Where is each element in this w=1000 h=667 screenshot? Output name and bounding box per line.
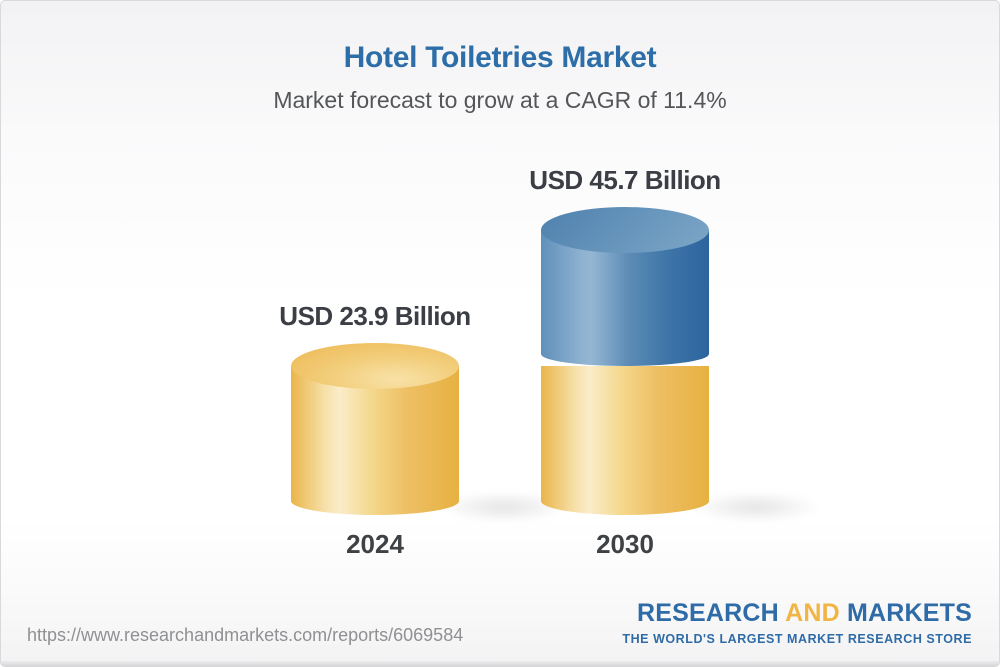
cylinder-2024-cap (291, 342, 459, 389)
report-url: https://www.researchandmarkets.com/repor… (27, 625, 464, 645)
logo-wordmark: RESEARCH AND MARKETS (622, 601, 972, 626)
year-label-2030: 2030 (596, 529, 654, 559)
value-label-2030: USD 45.7 Billion (529, 165, 721, 195)
cylinder-2030-base-segment (541, 365, 709, 515)
logo-word-markets: MARKETS (846, 599, 972, 627)
page-subtitle: Market forecast to grow at a CAGR of 11.… (273, 87, 727, 113)
cylinder-2030-shadow (691, 491, 821, 523)
page-title: Hotel Toiletries Market (343, 41, 657, 74)
cylinder-2030-cap (541, 207, 709, 253)
bottom-edge-strip (1, 661, 999, 666)
value-label-2024: USD 23.9 Billion (279, 300, 471, 331)
year-label-2024: 2024 (346, 529, 404, 559)
research-and-markets-logo: RESEARCH AND MARKETS THE WORLD'S LARGEST… (622, 601, 972, 646)
logo-word-research: RESEARCH (636, 599, 779, 627)
logo-tagline: THE WORLD'S LARGEST MARKET RESEARCH STOR… (622, 632, 972, 646)
logo-word-and: AND (785, 599, 840, 627)
cylinder-2024-body (291, 365, 459, 515)
